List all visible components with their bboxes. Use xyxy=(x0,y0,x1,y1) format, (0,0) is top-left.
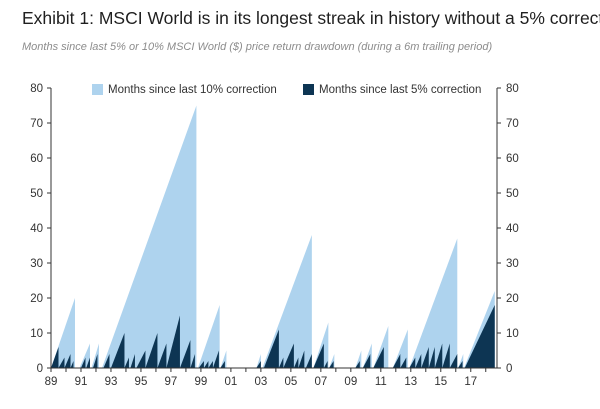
area-5pct-35 xyxy=(392,354,401,368)
area-5pct-26 xyxy=(293,357,299,368)
area-5pct-21 xyxy=(220,361,225,368)
y-tick-label-left: 60 xyxy=(30,153,43,165)
area-5pct-44 xyxy=(458,361,463,368)
x-tick-label: 17 xyxy=(464,376,477,388)
area-5pct-40 xyxy=(428,347,435,368)
area-5pct-17 xyxy=(198,361,204,368)
y-tick-label-right: 60 xyxy=(506,153,519,165)
area-10pct-14 xyxy=(409,238,458,368)
area-10pct-3 xyxy=(101,105,197,368)
chart-subtitle: Months since last 5% or 10% MSCI World (… xyxy=(22,41,493,53)
x-tick-label: 01 xyxy=(225,376,238,388)
x-tick-label: 97 xyxy=(165,376,178,388)
area-5pct-24 xyxy=(278,357,284,368)
area-5pct-6 xyxy=(92,354,98,368)
area-5pct-30 xyxy=(323,361,328,368)
area-5pct-45 xyxy=(464,305,495,368)
area-5pct-39 xyxy=(421,347,429,368)
area-5pct-11 xyxy=(136,350,146,368)
area-5pct-42 xyxy=(442,343,450,368)
area-5pct-3 xyxy=(70,361,74,368)
legend-swatch-5pct xyxy=(303,84,314,95)
y-tick-label-right: 70 xyxy=(506,118,519,130)
x-tick-label: 13 xyxy=(404,376,417,388)
area-5pct-15 xyxy=(179,340,191,368)
y-tick-label-left: 70 xyxy=(30,118,43,130)
area-5pct-34 xyxy=(373,347,384,368)
area-5pct-2 xyxy=(64,354,71,368)
area-5pct-0 xyxy=(51,347,59,368)
x-tick-label: 03 xyxy=(254,376,267,388)
area-5pct-19 xyxy=(208,361,213,368)
area-5pct-33 xyxy=(362,354,371,368)
y-tick-label-left: 0 xyxy=(37,363,43,375)
area-10pct-0 xyxy=(51,298,75,368)
y-tick-label-right: 80 xyxy=(506,83,519,95)
legend-swatch-10pct xyxy=(92,84,103,95)
x-tick-label: 93 xyxy=(105,376,118,388)
x-tick-label: 15 xyxy=(434,376,447,388)
area-5pct-10 xyxy=(130,354,135,368)
area-5pct-31 xyxy=(329,361,334,368)
x-tick-label: 11 xyxy=(375,376,387,388)
area-5pct-8 xyxy=(110,333,125,368)
area-5pct-27 xyxy=(298,350,305,368)
y-tick-label-right: 30 xyxy=(506,258,519,270)
area-5pct-18 xyxy=(203,361,209,368)
area-10pct-4 xyxy=(197,305,220,368)
area-5pct-28 xyxy=(305,354,312,368)
area-5pct-13 xyxy=(157,343,167,368)
x-tick-label: 05 xyxy=(284,376,297,388)
area-10pct-1 xyxy=(79,343,90,368)
area-5pct-29 xyxy=(313,343,324,368)
x-tick-label: 91 xyxy=(75,376,88,388)
area-10pct-7 xyxy=(262,235,312,368)
x-tick-label: 99 xyxy=(195,376,208,388)
y-tick-label-left: 30 xyxy=(30,258,43,270)
area-5pct-23 xyxy=(263,329,279,368)
area-5pct-32 xyxy=(355,361,360,368)
y-tick-label-right: 0 xyxy=(506,363,512,375)
x-tick-label: 95 xyxy=(135,376,148,388)
y-tick-label-right: 20 xyxy=(506,293,519,305)
y-tick-label-right: 40 xyxy=(506,223,519,235)
area-5pct-7 xyxy=(103,354,110,368)
series-10pct xyxy=(51,105,495,368)
area-5pct-14 xyxy=(166,315,180,368)
area-5pct-20 xyxy=(212,350,219,368)
y-tick-label-left: 50 xyxy=(30,188,43,200)
y-tick-label-right: 10 xyxy=(506,328,519,340)
y-tick-label-left: 40 xyxy=(30,223,43,235)
area-5pct-1 xyxy=(58,357,65,368)
area-5pct-37 xyxy=(409,357,416,368)
area-10pct-8 xyxy=(313,322,329,368)
x-tick-label: 07 xyxy=(314,376,327,388)
legend-label-5pct: Months since last 5% correction xyxy=(319,84,481,96)
area-5pct-38 xyxy=(415,354,422,368)
area-5pct-36 xyxy=(400,357,407,368)
series-5pct xyxy=(51,305,495,368)
area-5pct-16 xyxy=(190,354,195,368)
chart-title: Exhibit 1: MSCI World is in its longest … xyxy=(22,8,600,28)
area-5pct-41 xyxy=(434,343,443,368)
area-5pct-43 xyxy=(449,354,458,368)
y-tick-label-left: 80 xyxy=(30,83,43,95)
y-tick-label-left: 10 xyxy=(30,328,43,340)
area-10pct-13 xyxy=(392,329,408,368)
area-5pct-25 xyxy=(283,343,294,368)
x-tick-label: 89 xyxy=(45,376,58,388)
area-5pct-5 xyxy=(86,357,90,368)
area-10pct-12 xyxy=(373,326,389,368)
legend-label-10pct: Months since last 10% correction xyxy=(108,84,277,96)
area-5pct-4 xyxy=(80,357,86,368)
area-5pct-22 xyxy=(256,361,261,368)
area-5pct-9 xyxy=(124,357,129,368)
y-tick-label-right: 50 xyxy=(506,188,519,200)
y-tick-label-left: 20 xyxy=(30,293,43,305)
area-5pct-12 xyxy=(145,333,158,368)
x-tick-label: 09 xyxy=(344,376,357,388)
